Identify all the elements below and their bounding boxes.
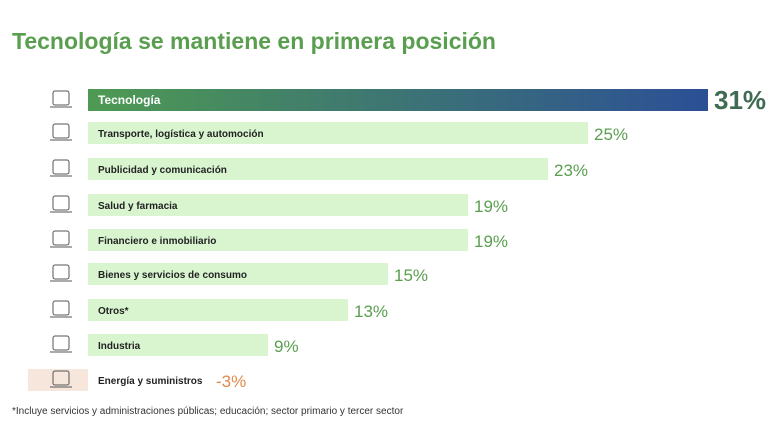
value-label: 19% bbox=[474, 232, 508, 251]
bar bbox=[88, 334, 268, 356]
category-label: Bienes y servicios de consumo bbox=[98, 270, 247, 281]
category-label: Financiero e inmobiliario bbox=[98, 236, 216, 247]
value-label: 19% bbox=[474, 197, 508, 216]
category-label: Industria bbox=[98, 341, 141, 352]
bar bbox=[88, 158, 548, 180]
footnote: *Incluye servicios y administraciones pú… bbox=[12, 406, 404, 417]
bar bbox=[88, 89, 708, 111]
chat-bubbles-icon bbox=[50, 159, 72, 177]
bar bbox=[28, 369, 88, 391]
bar bbox=[88, 299, 348, 321]
energy-icon bbox=[50, 370, 72, 388]
value-label: 23% bbox=[554, 161, 588, 180]
consumer-goods-icon bbox=[50, 264, 72, 282]
bar bbox=[88, 229, 468, 251]
category-label: Publicidad y comunicación bbox=[98, 165, 227, 176]
value-label: 9% bbox=[274, 337, 299, 356]
warehouse-truck-icon bbox=[50, 123, 72, 141]
globe-briefcase-icon bbox=[50, 300, 72, 318]
value-label: 25% bbox=[594, 125, 628, 144]
category-label: Transporte, logística y automoción bbox=[98, 129, 264, 140]
category-label: Tecnología bbox=[98, 93, 161, 107]
value-label: 13% bbox=[354, 302, 388, 321]
category-label: Otros* bbox=[98, 306, 129, 317]
factory-icon bbox=[50, 335, 72, 353]
health-shield-icon bbox=[50, 195, 72, 213]
value-label: 31% bbox=[714, 85, 766, 115]
value-label: 15% bbox=[394, 266, 428, 285]
category-label: Salud y farmacia bbox=[98, 201, 178, 212]
bar bbox=[88, 122, 588, 144]
bar bbox=[88, 194, 468, 216]
chart-title: Tecnología se mantiene en primera posici… bbox=[12, 28, 496, 54]
value-label: -3% bbox=[216, 372, 246, 391]
bar bbox=[88, 263, 388, 285]
laptop-lock-icon bbox=[50, 90, 72, 108]
category-label: Energía y suministros bbox=[98, 376, 203, 387]
finance-building-icon bbox=[50, 230, 72, 248]
